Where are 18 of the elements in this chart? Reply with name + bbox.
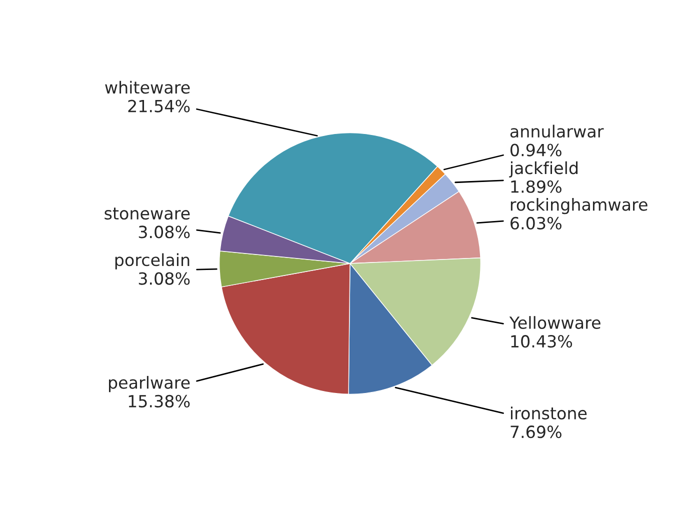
data-label: 15.38% <box>128 394 190 408</box>
data-label: 7.69% <box>510 426 562 438</box>
data-label: 21.54% <box>128 100 190 112</box>
slice-label: pearlware <box>108 376 190 392</box>
slice-label: ironstone <box>510 406 587 420</box>
data-label: 1.89% <box>511 180 562 193</box>
data-label: 0.94% <box>510 144 562 156</box>
slice-label: porcelain <box>115 253 190 270</box>
slice-label: rockinghamware <box>510 198 648 214</box>
slice-label: jackfield <box>509 161 578 178</box>
slice-label: Yellowware <box>509 316 600 329</box>
data-label: 3.08% <box>138 272 190 285</box>
slice-label: annularwar <box>510 124 604 138</box>
slice-label: stoneware <box>104 208 190 220</box>
data-label: 3.08% <box>138 226 190 238</box>
slice-label: whiteware <box>105 80 190 94</box>
data-label: 10.43% <box>511 335 572 348</box>
data-label: 6.03% <box>510 216 562 230</box>
